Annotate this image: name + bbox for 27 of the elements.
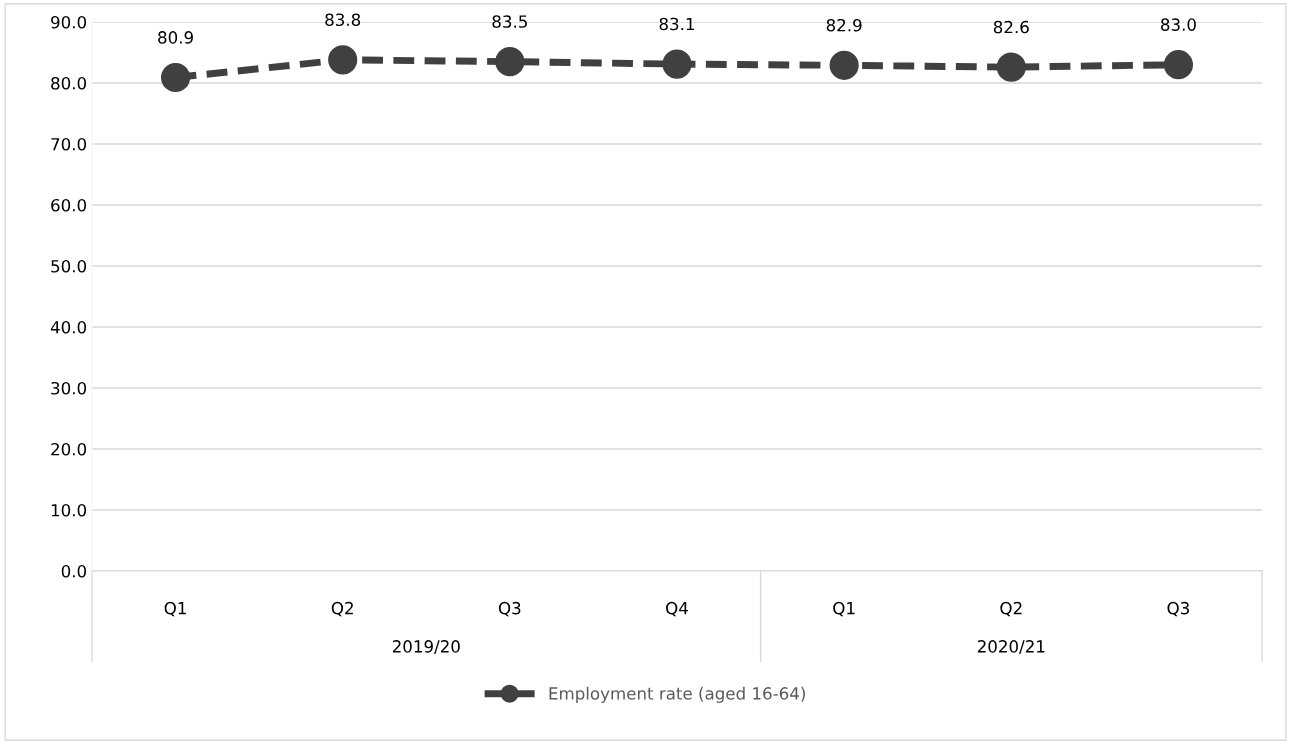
x-tick-label: Q3 bbox=[498, 601, 521, 617]
y-tick-label: 70.0 bbox=[51, 137, 87, 151]
data-label: 82.6 bbox=[993, 20, 1029, 34]
y-tick-label: 40.0 bbox=[50, 320, 87, 334]
x-tick-label: Q2 bbox=[1000, 601, 1022, 617]
y-tick-label: 90.0 bbox=[51, 15, 87, 29]
x-tick-label: Q1 bbox=[164, 601, 186, 617]
x-tick-label: Q1 bbox=[833, 601, 855, 617]
x-tick-label: Q3 bbox=[1167, 601, 1189, 617]
x-tick-label: Q4 bbox=[666, 601, 688, 617]
y-tick-label: 60.0 bbox=[51, 198, 87, 212]
y-tick-label: 10.0 bbox=[51, 503, 87, 517]
x-tick-label: Q2 bbox=[331, 601, 353, 617]
text: 2019/20 bbox=[392, 640, 460, 655]
data-label: 82.9 bbox=[826, 18, 862, 32]
y-tick-label: 50.0 bbox=[51, 259, 87, 273]
y-tick-label: 30.0 bbox=[51, 381, 87, 395]
legend-label: Employment rate (aged 16-64) bbox=[549, 686, 805, 703]
y-tick-label: 0.0 bbox=[61, 564, 87, 578]
data-label: 83.1 bbox=[659, 17, 695, 31]
data-label: 80.9 bbox=[158, 31, 193, 44]
y-tick-label: 80.0 bbox=[51, 76, 87, 90]
y-tick-label: 20.0 bbox=[51, 442, 87, 456]
data-label: 83.8 bbox=[325, 13, 361, 27]
data-label: 83.0 bbox=[1161, 18, 1196, 31]
text: 2020/21 bbox=[977, 640, 1045, 655]
data-label: 83.5 bbox=[492, 15, 527, 28]
